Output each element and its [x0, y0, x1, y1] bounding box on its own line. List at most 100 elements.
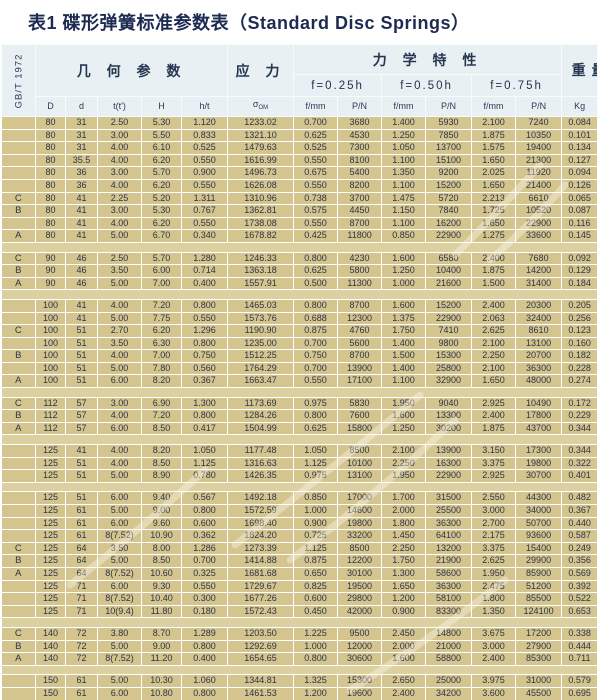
- data-cell: 1344.81: [227, 674, 295, 688]
- data-cell: 19800: [337, 517, 383, 531]
- data-cell: 71: [65, 605, 98, 619]
- group-separator-row: [1, 289, 599, 300]
- data-cell: 5600: [337, 337, 383, 351]
- group-separator-cell: [1, 434, 599, 446]
- data-cell: 2.700: [471, 517, 517, 531]
- data-cell: 36: [65, 166, 98, 180]
- data-cell: 51: [65, 491, 98, 505]
- data-cell: 1.800: [471, 592, 517, 606]
- data-cell: 8700: [337, 349, 383, 363]
- data-cell: 5.00: [97, 229, 142, 243]
- data-cell: 13300: [425, 409, 473, 423]
- data-cell: 1.650: [471, 217, 517, 231]
- data-cell: 42000: [337, 605, 383, 619]
- data-cell: 1173.69: [227, 397, 295, 411]
- data-cell: 1177.48: [227, 444, 295, 458]
- data-cell: 1310.96: [227, 192, 295, 206]
- data-cell: 8610: [515, 324, 563, 338]
- data-cell: 0.123: [561, 324, 599, 338]
- data-cell: 64100: [425, 529, 473, 543]
- data-cell: 5.00: [97, 504, 142, 518]
- data-cell: 7.75: [141, 312, 182, 326]
- data-cell: 2.625: [471, 554, 517, 568]
- data-cell: 1.000: [293, 640, 339, 654]
- data-cell: 6.00: [97, 687, 142, 700]
- data-cell: 33200: [337, 529, 383, 543]
- table-row: 80 31 3.00 5.50 0.833 1321.10 0.625 4530 1.250 78…: [1, 129, 599, 143]
- data-cell: 0.688: [293, 312, 339, 326]
- data-cell: 125: [35, 504, 66, 518]
- data-cell: 1729.67: [227, 580, 295, 594]
- data-cell: 3.600: [471, 687, 517, 700]
- data-cell: 0.750: [293, 349, 339, 363]
- table-row: A 80 41 5.00 6.70 0.340 1678.82 0.425 11800 0.850…: [1, 229, 599, 243]
- data-cell: 30100: [337, 567, 383, 581]
- data-cell: 0.800: [181, 504, 229, 518]
- data-cell: 11920: [515, 166, 563, 180]
- data-cell: 2.925: [471, 397, 517, 411]
- data-cell: 1.600: [381, 652, 427, 666]
- table-row: 125 61 5.00 9.00 0.800 1572.59 1.000 14600 2.000…: [1, 504, 599, 518]
- data-cell: 80: [35, 179, 66, 193]
- series-label-cell: B: [1, 640, 36, 654]
- table-row: B 112 57 4.00 7.20 0.800 1284.26 0.800 7600 1.600…: [1, 409, 599, 423]
- group-separator-row: [1, 665, 599, 676]
- data-cell: 0.714: [181, 264, 229, 278]
- data-cell: 29900: [515, 554, 563, 568]
- series-label-cell: C: [1, 397, 36, 411]
- data-cell: 4.00: [97, 457, 142, 471]
- data-cell: 1.000: [381, 277, 427, 291]
- data-cell: 8.20: [141, 374, 182, 389]
- data-cell: 11.20: [141, 652, 182, 666]
- data-cell: 0.338: [561, 627, 599, 641]
- data-cell: 1.280: [181, 252, 229, 266]
- data-cell: 1.100: [381, 217, 427, 231]
- data-cell: 41: [65, 444, 98, 458]
- data-cell: 1.375: [381, 312, 427, 326]
- data-cell: 0.525: [181, 141, 229, 155]
- data-cell: 6.00: [97, 517, 142, 531]
- data-cell: 8.00: [141, 542, 182, 556]
- data-cell: 17100: [337, 374, 383, 389]
- header-f050h: f=0.50h: [381, 74, 473, 97]
- data-cell: 8.50: [141, 554, 182, 568]
- data-cell: 0.800: [181, 299, 229, 313]
- header-stress: 应 力: [227, 44, 295, 97]
- data-cell: 51: [65, 374, 98, 389]
- data-cell: 0.229: [561, 409, 599, 423]
- data-cell: 0.101: [561, 129, 599, 143]
- data-cell: 0.300: [181, 592, 229, 606]
- data-cell: 1.300: [381, 567, 427, 581]
- data-cell: 125: [35, 605, 66, 619]
- data-cell: 19400: [515, 141, 563, 155]
- data-cell: 14200: [515, 264, 563, 278]
- data-cell: 64: [65, 554, 98, 568]
- table-row: 100 41 5.00 7.75 0.550 1573.76 0.688 12300 1.375…: [1, 312, 599, 326]
- standard-cell: GB/T 1972: [1, 44, 36, 117]
- data-cell: 8200: [337, 179, 383, 193]
- series-label-cell: A: [1, 374, 36, 389]
- table-row: B 100 51 4.00 7.00 0.750 1512.25 0.750 8700 1.500…: [1, 349, 599, 363]
- data-cell: 3.50: [97, 264, 142, 278]
- data-cell: 80: [35, 116, 66, 130]
- data-cell: 17800: [515, 409, 563, 423]
- data-cell: 0.800: [293, 652, 339, 666]
- data-cell: 0.550: [293, 179, 339, 193]
- data-cell: 61: [65, 529, 98, 543]
- table-row: 150 61 5.00 10.30 1.060 1344.81 1.325 15300 2.65…: [1, 674, 599, 688]
- data-cell: 50700: [515, 517, 563, 531]
- data-cell: 0.800: [181, 640, 229, 654]
- data-cell: 31400: [515, 277, 563, 291]
- data-cell: 1426.35: [227, 469, 295, 483]
- data-cell: 0.367: [181, 374, 229, 389]
- data-cell: 6.20: [141, 154, 182, 168]
- data-cell: 7410: [425, 324, 473, 338]
- data-cell: 0.738: [293, 192, 339, 206]
- title-band: 表1 碟形弹簧标准参数表（Standard Disc Springs）: [0, 0, 600, 44]
- data-cell: 3680: [337, 116, 383, 130]
- data-cell: 17000: [337, 491, 383, 505]
- data-cell: 0.400: [181, 652, 229, 666]
- series-label-cell: C: [1, 542, 36, 556]
- data-cell: 3.975: [471, 674, 517, 688]
- data-cell: 2.213: [471, 192, 517, 206]
